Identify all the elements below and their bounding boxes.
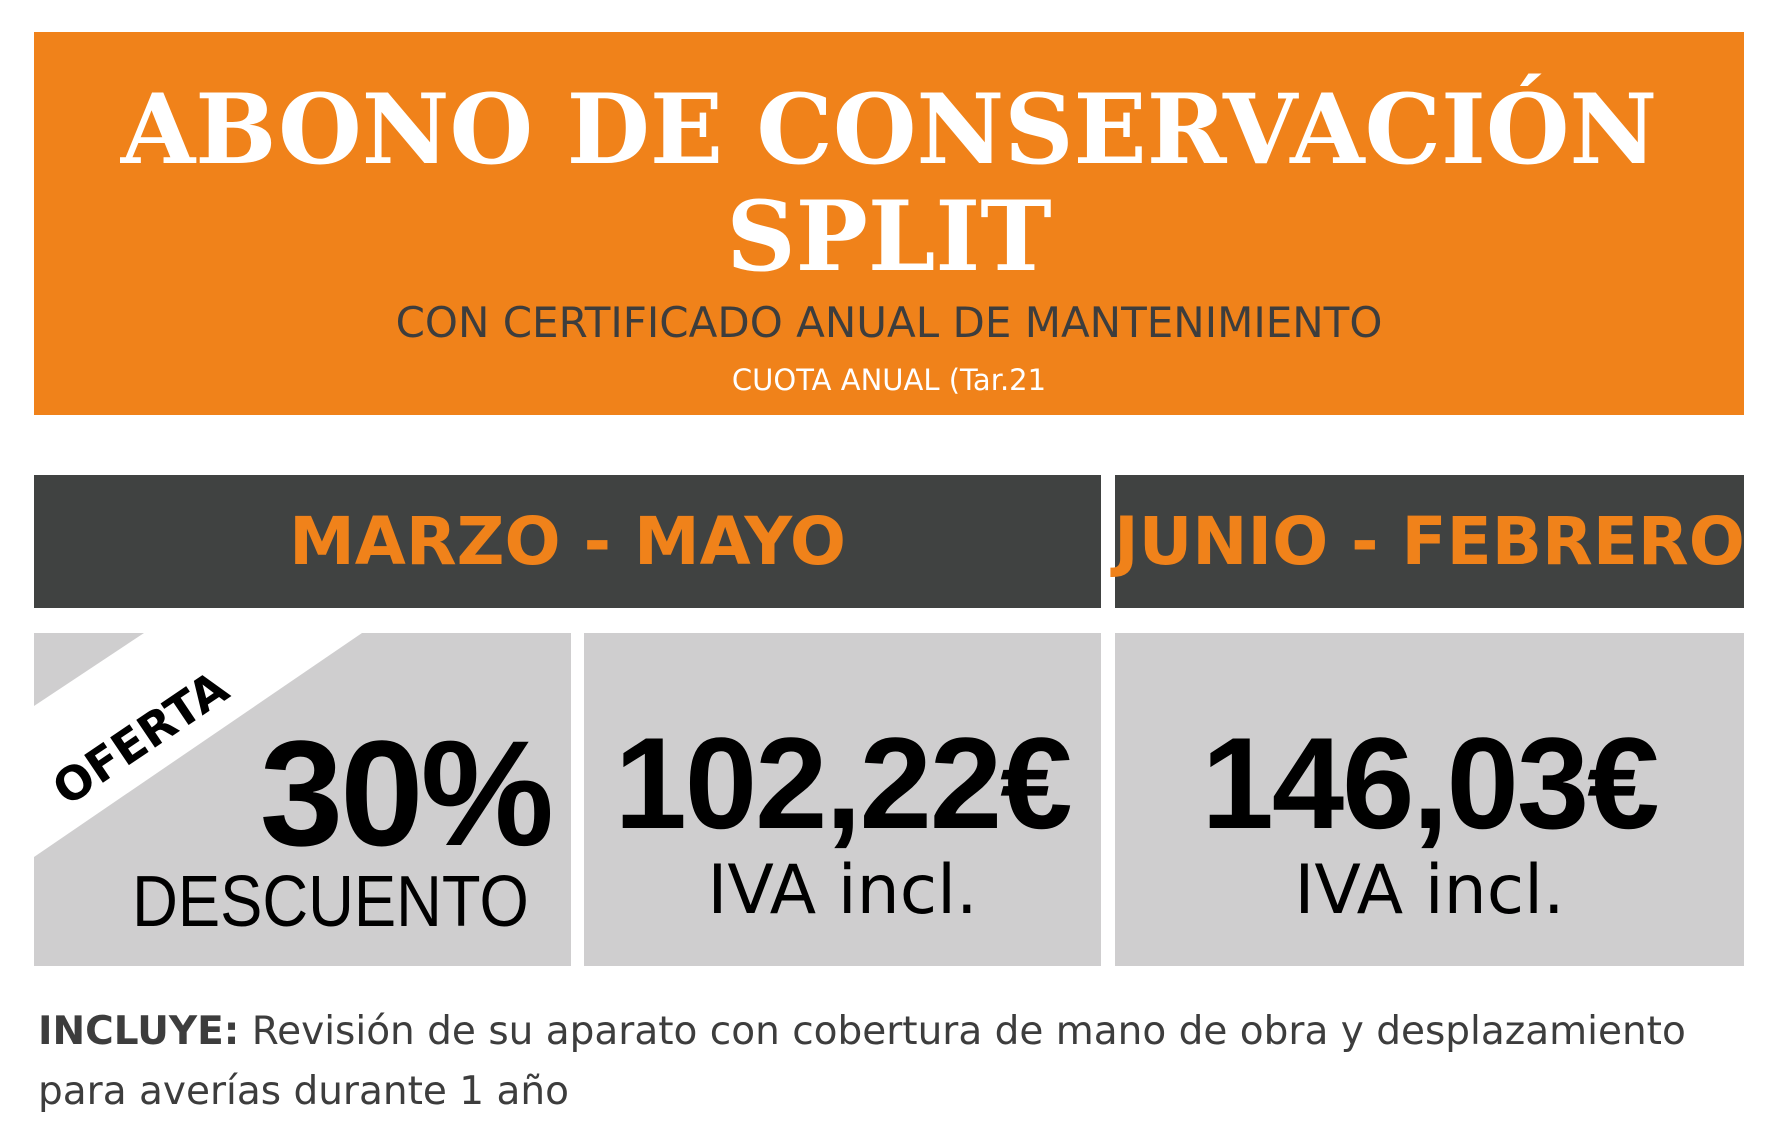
subtitle: CON CERTIFICADO ANUAL DE MANTENIMIENTO (395, 298, 1383, 347)
price-box-junio-febrero: 146,03€ IVA incl. (1115, 633, 1744, 966)
offer-box: OFERTA 30% DESCUENTO (34, 633, 571, 966)
title-line-2: SPLIT (726, 180, 1052, 293)
discount-label: DESCUENTO (132, 862, 529, 942)
includes-label: INCLUYE: (38, 1009, 240, 1054)
price-box-marzo-mayo: 102,22€ IVA incl. (584, 633, 1101, 966)
fee-note: CUOTA ANUAL (Tar.21 (731, 363, 1047, 397)
period-label: MARZO - MAYO (289, 503, 846, 580)
tax-note: IVA incl. (1294, 851, 1565, 930)
period-header-marzo-mayo: MARZO - MAYO (34, 475, 1101, 608)
tax-note: IVA incl. (707, 851, 978, 930)
includes-text: Revisión de su aparato con cobertura de … (38, 1009, 1686, 1114)
includes-note: INCLUYE: Revisión de su aparato con cobe… (38, 1002, 1758, 1122)
title-line-1: ABONO DE CONSERVACIÓN (120, 73, 1658, 186)
period-label: JUNIO - FEBRERO (1114, 503, 1745, 580)
discount-value: 30% (259, 709, 554, 877)
offer-ribbon-band (34, 633, 362, 857)
price-amount: 102,22€ (614, 710, 1073, 856)
price-amount: 146,03€ (1201, 710, 1660, 856)
period-header-junio-febrero: JUNIO - FEBRERO (1114, 475, 1745, 608)
title-banner: ABONO DE CONSERVACIÓN SPLIT CON CERTIFIC… (34, 32, 1744, 415)
